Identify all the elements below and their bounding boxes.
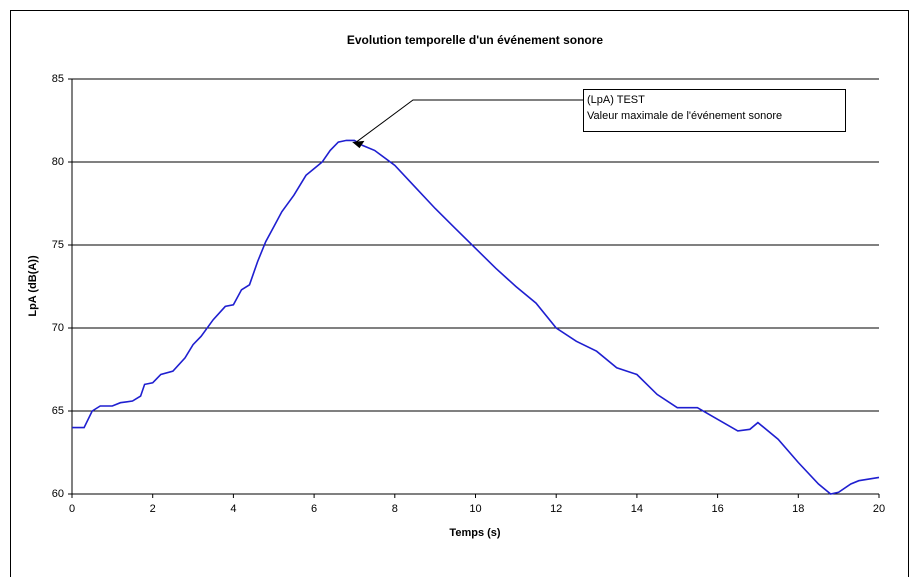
x-tick-label: 16 [711,503,723,515]
annotation-text: Valeur maximale de l'événement sonore [587,110,782,122]
x-tick-label: 2 [150,503,156,515]
chart-border [10,10,909,577]
annotation-arrow [352,140,365,149]
chart-title: Evolution temporelle d'un événement sono… [347,33,604,47]
x-tick-label: 18 [792,503,804,515]
y-tick-label: 65 [52,405,64,417]
y-tick-label: 60 [52,488,64,500]
x-tick-label: 14 [631,503,643,515]
annotation-leader [354,99,583,144]
x-tick-label: 12 [550,503,562,515]
y-axis-label: LpA (dB(A)) [27,255,39,317]
x-tick-label: 10 [469,503,481,515]
y-tick-label: 75 [52,239,64,251]
y-tick-label: 85 [52,73,64,85]
x-axis-label: Temps (s) [449,527,500,539]
y-tick-label: 80 [52,156,64,168]
x-tick-label: 6 [311,503,317,515]
annotation-box [583,89,846,132]
x-tick-label: 4 [230,503,236,515]
x-tick-label: 8 [392,503,398,515]
y-tick-label: 70 [52,322,64,334]
annotation-text: (LpA) TEST [587,94,645,106]
x-tick-label: 20 [873,503,885,515]
data-line [72,139,880,495]
x-tick-label: 0 [69,503,75,515]
